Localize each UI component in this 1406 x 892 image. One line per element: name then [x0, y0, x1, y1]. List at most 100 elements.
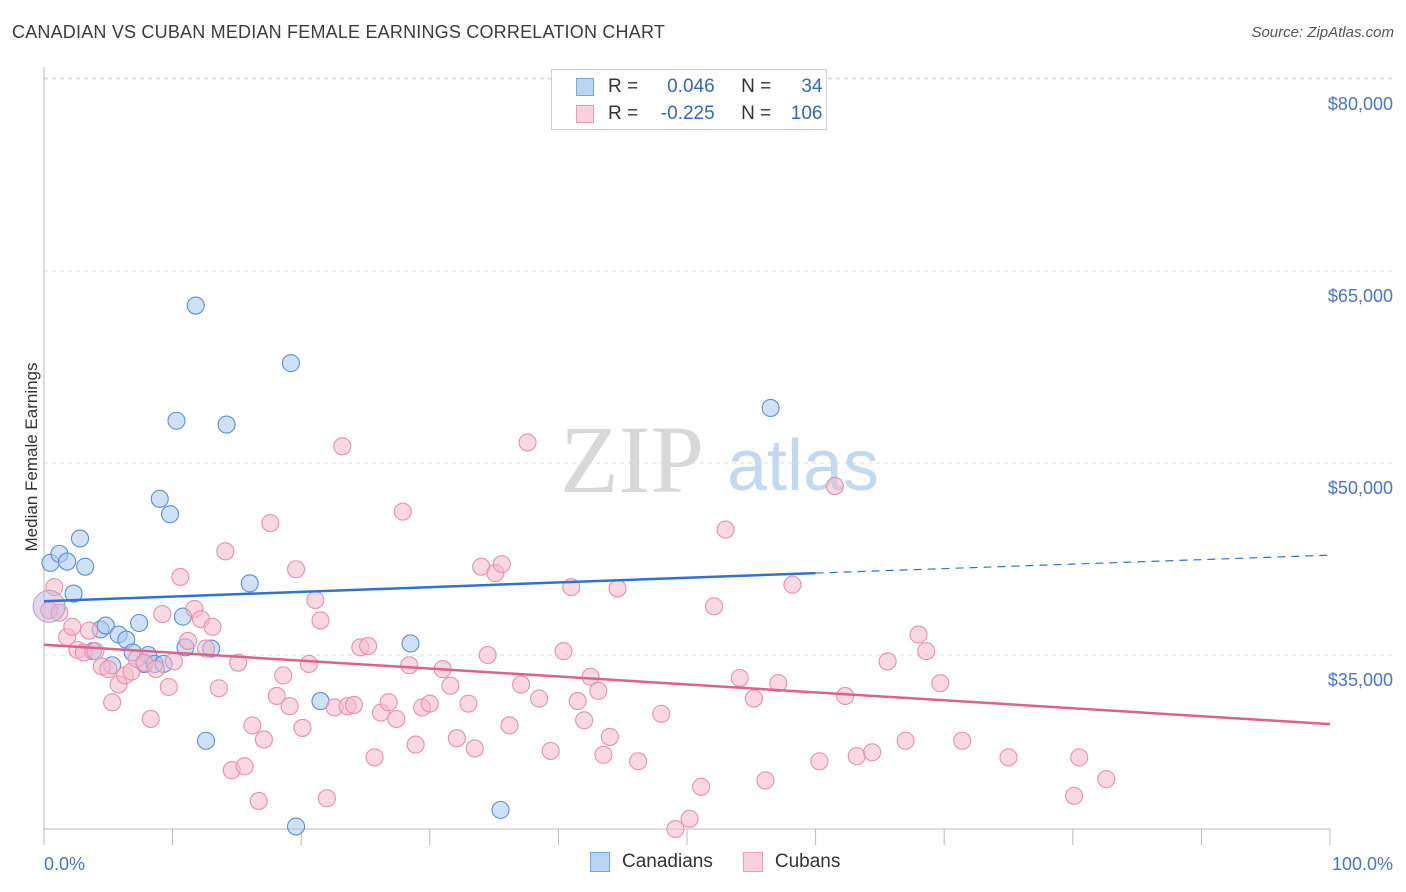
- cuban-point: [744, 689, 763, 708]
- cuban-point: [261, 514, 280, 533]
- cuban-point: [704, 597, 724, 616]
- canadian-point: [130, 613, 149, 633]
- cuban-point: [229, 653, 248, 672]
- canadian-point: [186, 296, 205, 315]
- cuban-point: [447, 729, 466, 748]
- cuban-point: [365, 748, 384, 767]
- canadian-point: [287, 817, 306, 836]
- cuban-point: [680, 809, 699, 828]
- cuban-point: [931, 674, 950, 693]
- watermark-atlas: atlas: [727, 426, 879, 506]
- canadians-trend-extension: [815, 554, 1331, 574]
- cuban-point: [141, 709, 160, 729]
- legend-row-canadians: R = 0.046 N = 34: [576, 75, 822, 99]
- cuban-point: [311, 611, 330, 630]
- cuban-point: [500, 716, 519, 735]
- cuban-point: [999, 748, 1018, 767]
- canadian-point: [70, 529, 90, 548]
- cuban-point: [1065, 786, 1084, 805]
- cuban-point: [783, 575, 802, 594]
- cuban-point: [594, 745, 613, 764]
- r-label: R =: [608, 76, 639, 97]
- cuban-point: [917, 642, 936, 661]
- y-tick-label: $65,000: [1328, 286, 1393, 306]
- cuban-point: [333, 437, 352, 456]
- cuban-point: [478, 645, 497, 665]
- legend-item-cubans[interactable]: Cubans: [742, 851, 840, 873]
- watermark-zip: ZIP: [560, 406, 704, 513]
- cuban-point: [254, 730, 273, 749]
- cuban-point: [243, 716, 262, 735]
- cuban-point: [235, 757, 254, 776]
- canadian-point: [96, 616, 115, 635]
- y-tick-label: $50,000: [1328, 478, 1393, 498]
- correlation-legend: R = 0.046 N = 34 R = -0.225 N = 106: [551, 69, 827, 130]
- canadian-point: [150, 489, 169, 508]
- cuban-point: [730, 668, 749, 688]
- r-value: 0.046: [667, 76, 715, 97]
- n-label: N =: [741, 103, 772, 124]
- cuban-point: [441, 676, 460, 695]
- n-value: 34: [801, 76, 823, 97]
- cuban-point: [359, 636, 378, 656]
- cuban-point: [652, 704, 671, 723]
- cubans-swatch: [576, 105, 594, 123]
- canadian-point: [491, 800, 510, 819]
- canadian-point: [196, 731, 216, 750]
- cuban-point: [293, 718, 312, 738]
- y-tick-label: $35,000: [1328, 670, 1393, 690]
- cuban-point: [196, 639, 216, 658]
- cuban-point: [203, 617, 222, 636]
- cuban-point: [568, 692, 587, 711]
- cuban-point: [825, 476, 844, 496]
- cuban-point: [847, 747, 866, 766]
- cuban-point: [692, 777, 711, 796]
- cuban-point: [393, 502, 412, 521]
- cuban-point: [465, 739, 484, 758]
- watermark: ZIP atlas: [560, 406, 879, 513]
- cuban-point: [1070, 748, 1089, 767]
- cuban-point: [159, 677, 178, 697]
- grid-lines: [44, 77, 1392, 656]
- cuban-point: [589, 681, 608, 700]
- cuban-point: [387, 709, 406, 729]
- canadian-point: [217, 415, 236, 434]
- legend-item-canadians[interactable]: Canadians: [590, 851, 713, 873]
- cuban-point: [317, 789, 336, 808]
- legend-row-cubans: R = -0.225 N = 106: [576, 102, 822, 126]
- cluster-point: [32, 589, 66, 623]
- cuban-point: [306, 590, 325, 610]
- cubans-swatch: [742, 852, 763, 872]
- cuban-point: [153, 604, 172, 624]
- canadian-point: [58, 552, 77, 571]
- cuban-point: [178, 631, 198, 650]
- cuban-point: [896, 731, 915, 750]
- series-legend: Canadians Cubans: [590, 851, 870, 873]
- cubans-trend-line: [43, 643, 1331, 726]
- cuban-point: [267, 686, 286, 706]
- cuban-point: [492, 555, 511, 574]
- cuban-point: [249, 791, 268, 810]
- cuban-point: [629, 752, 648, 771]
- cuban-point: [280, 697, 299, 716]
- cuban-point: [953, 731, 972, 750]
- chart-source: Source: ZipAtlas.com: [1251, 24, 1394, 41]
- legend-label: Canadians: [622, 851, 713, 872]
- canadians-swatch: [590, 852, 610, 872]
- cuban-point: [79, 621, 99, 640]
- cuban-point: [909, 625, 928, 644]
- canadian-point: [281, 354, 300, 373]
- canadian-point: [167, 411, 186, 430]
- cuban-point: [406, 735, 425, 754]
- cuban-point: [716, 520, 735, 539]
- r-label: R =: [608, 103, 639, 124]
- cuban-point: [512, 675, 531, 694]
- cuban-point: [541, 741, 560, 761]
- canadians-swatch: [576, 78, 594, 96]
- x-tick-label: 100.0%: [1332, 854, 1393, 874]
- cuban-point: [164, 652, 183, 671]
- cuban-point: [554, 642, 573, 661]
- cuban-point: [274, 666, 293, 685]
- r-value: -0.225: [660, 103, 715, 124]
